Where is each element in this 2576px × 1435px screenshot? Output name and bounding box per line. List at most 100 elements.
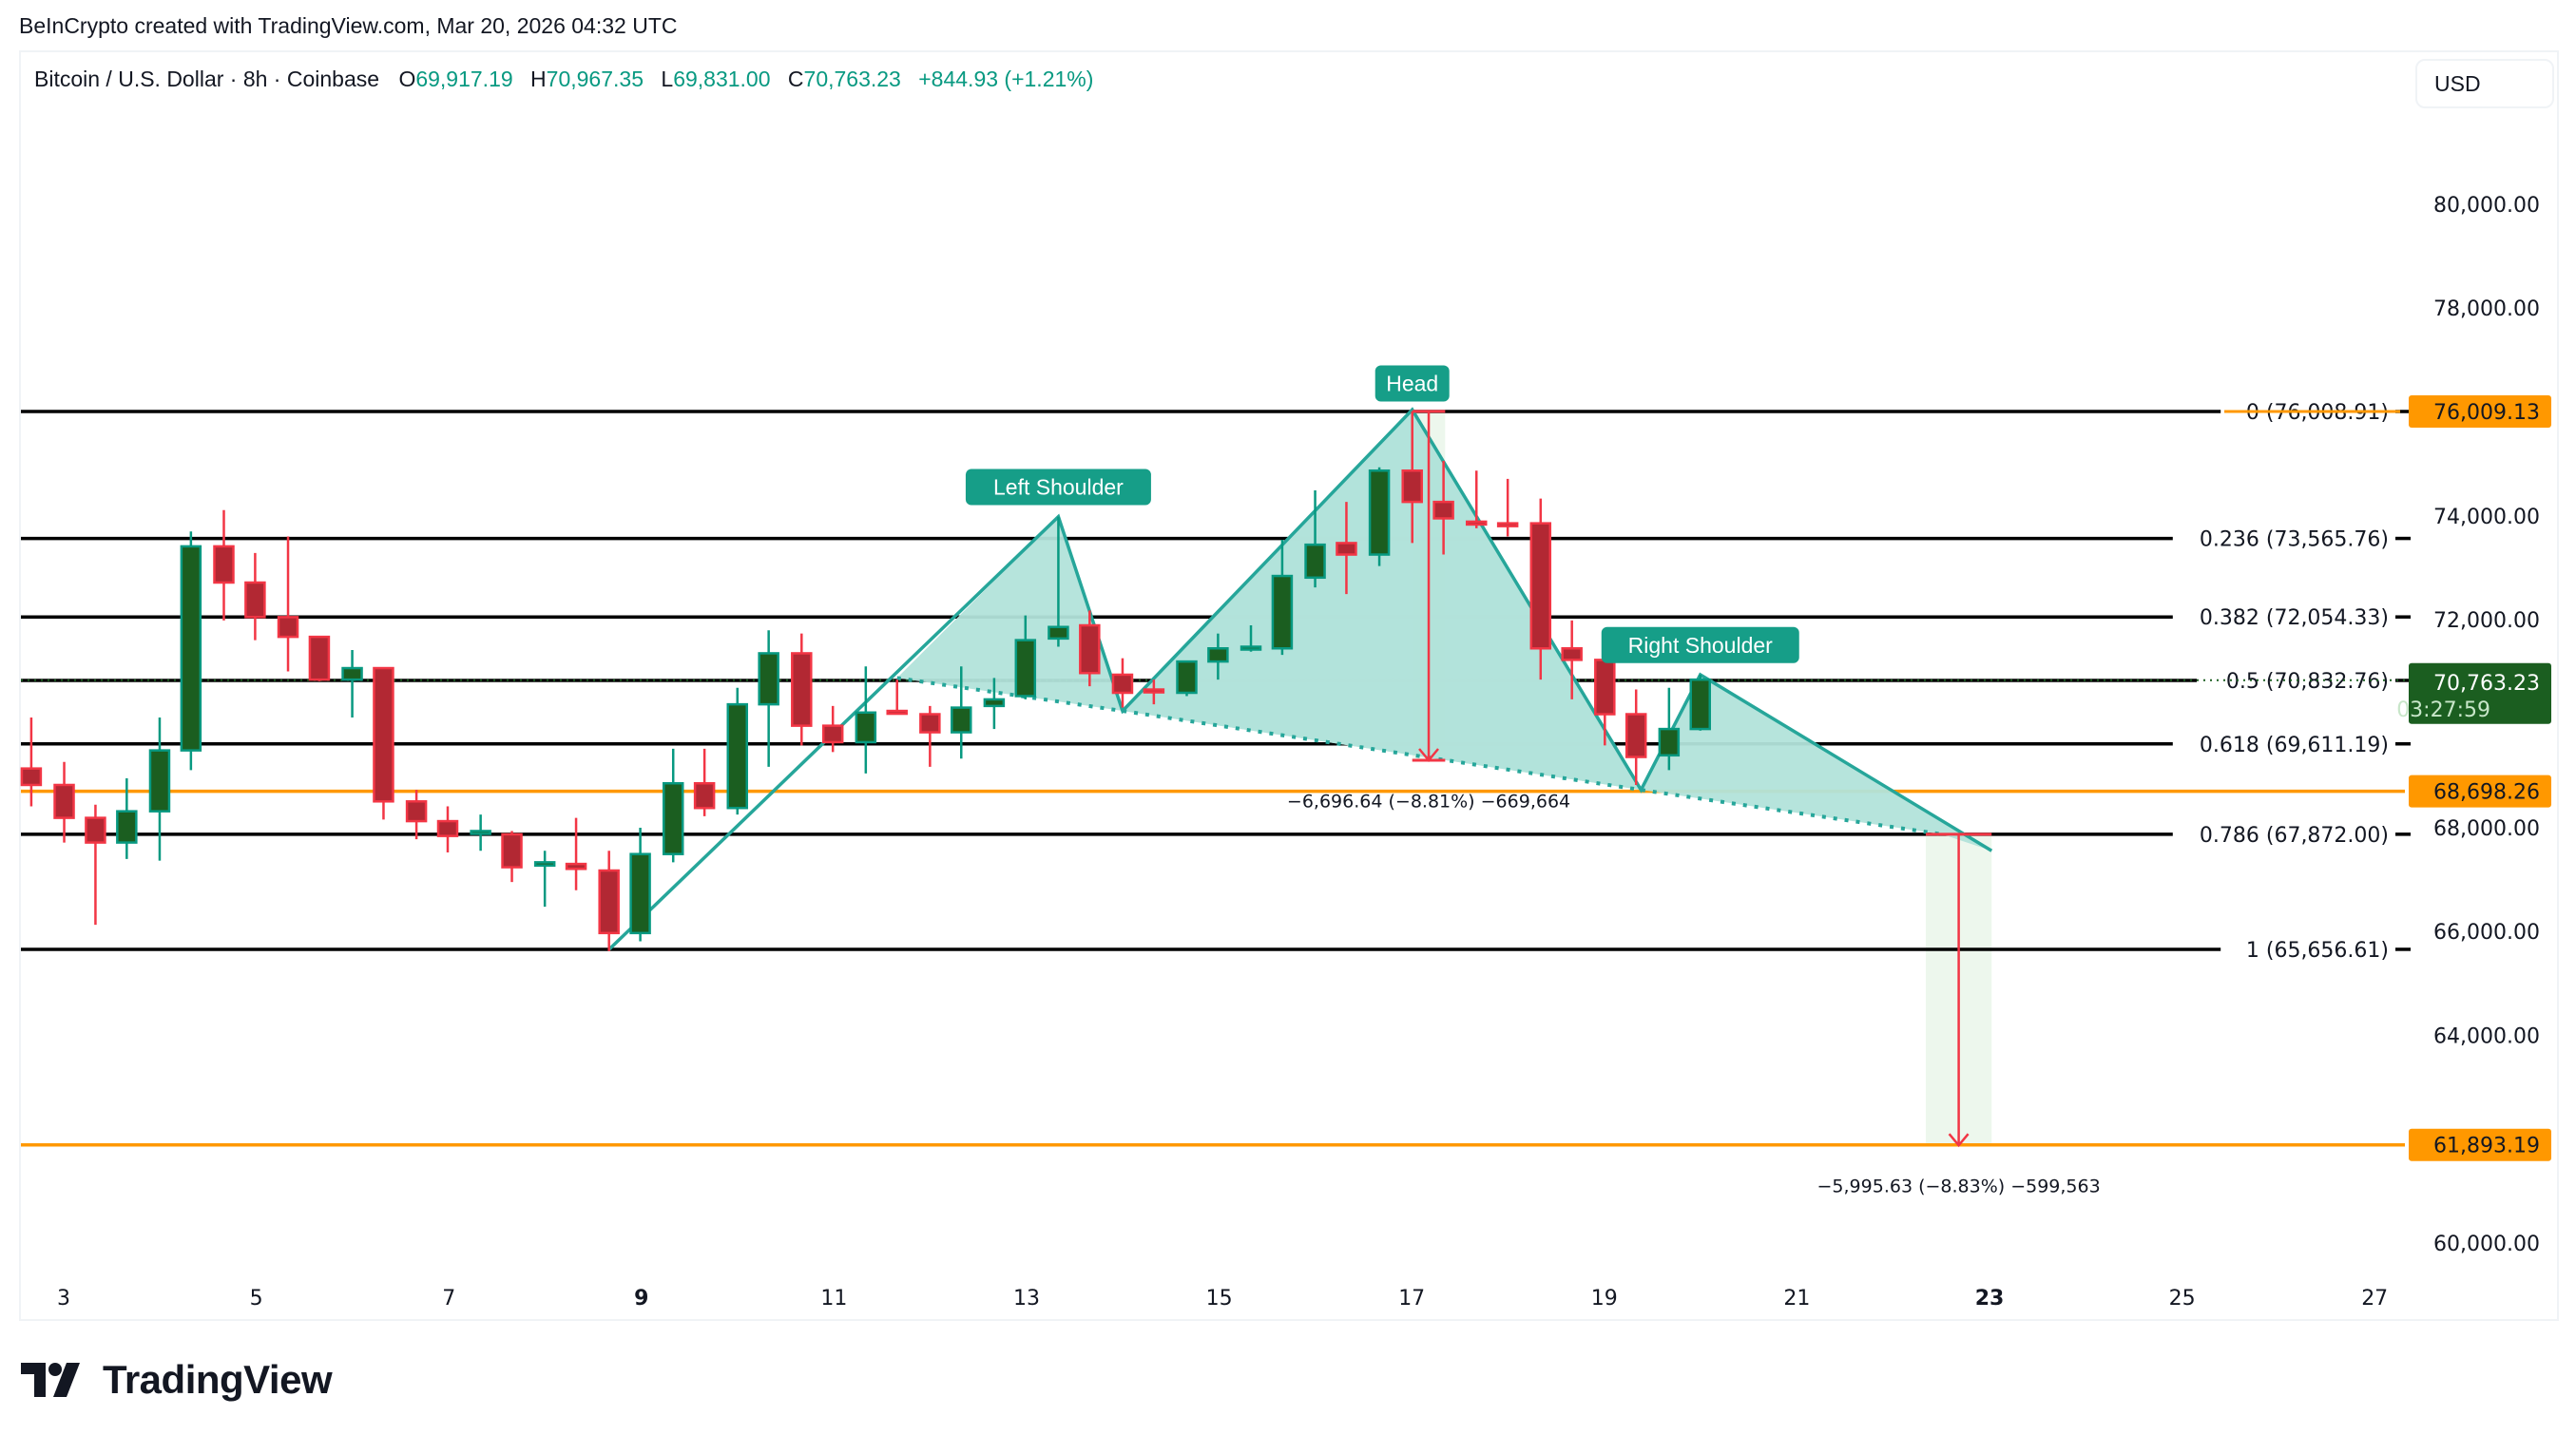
candle[interactable]	[1048, 516, 1069, 647]
candle-body	[1304, 543, 1326, 580]
candle-body	[1368, 469, 1391, 556]
candle[interactable]	[1304, 490, 1326, 588]
candle[interactable]	[1368, 467, 1391, 566]
candle-body	[213, 545, 235, 584]
candle-body	[983, 698, 1006, 708]
candle-body	[148, 749, 171, 813]
candle[interactable]	[277, 536, 299, 672]
y-axis-tick: 74,000.00	[2433, 506, 2540, 529]
candle-body	[1529, 522, 1552, 650]
pattern-label-bg	[1601, 626, 1799, 663]
candle[interactable]	[85, 804, 106, 926]
candle-body	[662, 781, 684, 855]
change-value: +844.93 (+1.21%)	[918, 67, 1094, 91]
candle[interactable]	[1465, 470, 1488, 528]
candle[interactable]	[758, 630, 779, 767]
candle[interactable]	[726, 687, 749, 815]
candle-body	[758, 652, 779, 706]
candle-body	[180, 545, 202, 752]
candle-body	[919, 713, 941, 734]
tradingview-logo[interactable]: TradingView	[21, 1357, 333, 1403]
currency-button[interactable]: USD	[2415, 59, 2554, 108]
pattern-label: Right Shoulder	[1628, 633, 1773, 658]
x-axis-tick: 5	[250, 1287, 263, 1311]
candle[interactable]	[598, 851, 620, 951]
tradingview-logo-text: TradingView	[103, 1357, 333, 1402]
candle-body	[501, 832, 523, 869]
candle-body	[308, 635, 331, 681]
candle-body	[1014, 639, 1037, 698]
candle[interactable]	[855, 666, 877, 774]
candle-body	[341, 666, 363, 681]
last-price-tag	[2409, 662, 2551, 724]
candle[interactable]	[533, 851, 556, 908]
candle[interactable]	[53, 761, 75, 843]
price-tag	[2409, 1128, 2551, 1161]
candle[interactable]	[1496, 478, 1519, 537]
candle[interactable]	[919, 705, 941, 767]
x-axis-tick: 19	[1591, 1287, 1618, 1311]
x-axis-tick: 21	[1783, 1287, 1810, 1311]
candle[interactable]	[1207, 633, 1229, 680]
fib-label-0.236: 0.236 (73,565.76)	[2200, 528, 2389, 552]
candle-body	[533, 861, 556, 868]
candle[interactable]	[373, 666, 394, 820]
close-label: C	[787, 67, 804, 91]
candle[interactable]	[148, 717, 171, 861]
candle[interactable]	[1529, 498, 1552, 680]
candle-body	[244, 581, 266, 619]
fib-label-1: 1 (65,656.61)	[2246, 939, 2389, 963]
candle[interactable]	[662, 748, 684, 863]
candle[interactable]	[213, 509, 235, 621]
measure-arrowhead	[1948, 1133, 1970, 1148]
candle[interactable]	[1143, 679, 1165, 705]
candle[interactable]	[116, 778, 138, 859]
candle-body	[470, 830, 491, 835]
candle[interactable]	[1658, 687, 1681, 771]
candle[interactable]	[308, 635, 331, 681]
left-shoulder-fill	[896, 516, 1123, 712]
candle[interactable]	[1432, 460, 1454, 555]
candle[interactable]	[20, 717, 43, 807]
candle[interactable]	[1111, 658, 1134, 708]
candle[interactable]	[983, 678, 1006, 730]
candle[interactable]	[565, 817, 587, 890]
candle[interactable]	[886, 679, 908, 716]
candle[interactable]	[629, 827, 651, 942]
candle-countdown: 03:27:59	[2396, 698, 2490, 722]
candle[interactable]	[693, 748, 716, 816]
price-tag-value: 76,009.13	[2433, 401, 2540, 425]
chart-credit: BeInCrypto created with TradingView.com,…	[19, 13, 678, 38]
candle[interactable]	[501, 831, 523, 883]
open-value: 69,917.19	[415, 67, 513, 91]
candle[interactable]	[1689, 674, 1711, 731]
candle[interactable]	[1014, 615, 1037, 699]
candle[interactable]	[1240, 625, 1262, 652]
candle[interactable]	[1561, 620, 1583, 699]
candle-body	[1658, 727, 1681, 757]
candle[interactable]	[1401, 411, 1423, 544]
candle[interactable]	[1176, 660, 1198, 697]
low-label: L	[661, 67, 674, 91]
candle[interactable]	[244, 552, 266, 641]
candle[interactable]	[821, 705, 844, 753]
symbol-title[interactable]: Bitcoin / U.S. Dollar · 8h · Coinbase	[34, 67, 380, 91]
candle[interactable]	[1336, 502, 1357, 595]
candle[interactable]	[470, 814, 491, 851]
fib-label-0.382: 0.382 (72,054.33)	[2200, 606, 2389, 630]
candle[interactable]	[1271, 539, 1294, 656]
candle[interactable]	[1624, 689, 1647, 785]
candle[interactable]	[341, 649, 363, 718]
y-axis-tick: 80,000.00	[2433, 194, 2540, 218]
candle-body	[791, 652, 813, 727]
candle[interactable]	[791, 633, 813, 746]
high-value: 70,967.35	[546, 67, 644, 91]
pattern-label: Left Shoulder	[993, 475, 1124, 500]
candle[interactable]	[405, 790, 428, 840]
candle[interactable]	[1079, 610, 1101, 687]
candle[interactable]	[951, 666, 972, 759]
candle-body	[598, 869, 620, 935]
candle[interactable]	[436, 806, 459, 852]
candle[interactable]	[180, 531, 202, 771]
